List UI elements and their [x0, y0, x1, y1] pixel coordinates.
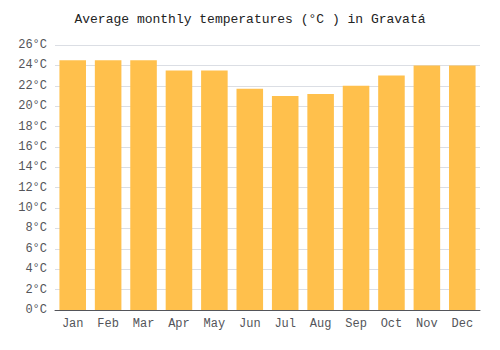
svg-text:Dec: Dec [451, 317, 473, 331]
svg-text:16°C: 16°C [18, 140, 47, 154]
svg-text:Apr: Apr [168, 317, 190, 331]
svg-text:Nov: Nov [416, 317, 438, 331]
svg-text:12°C: 12°C [18, 181, 47, 195]
svg-text:26°C: 26°C [18, 38, 47, 52]
svg-text:10°C: 10°C [18, 201, 47, 215]
svg-text:Mar: Mar [133, 317, 155, 331]
svg-text:Sep: Sep [345, 317, 367, 331]
svg-text:4°C: 4°C [25, 262, 47, 276]
svg-text:Jan: Jan [62, 317, 84, 331]
svg-text:18°C: 18°C [18, 120, 47, 134]
svg-text:Jul: Jul [274, 317, 296, 331]
svg-text:Oct: Oct [381, 317, 403, 331]
svg-text:22°C: 22°C [18, 79, 47, 93]
svg-text:0°C: 0°C [25, 303, 47, 317]
svg-text:Aug: Aug [310, 317, 332, 331]
svg-text:Jun: Jun [239, 317, 261, 331]
svg-text:Feb: Feb [97, 317, 119, 331]
svg-text:May: May [204, 317, 226, 331]
svg-text:14°C: 14°C [18, 160, 47, 174]
svg-text:Average monthly temperatures (: Average monthly temperatures (°C ) in Gr… [74, 12, 425, 27]
svg-text:2°C: 2°C [25, 283, 47, 297]
svg-text:20°C: 20°C [18, 99, 47, 113]
svg-text:24°C: 24°C [18, 58, 47, 72]
svg-text:6°C: 6°C [25, 242, 47, 256]
svg-text:8°C: 8°C [25, 221, 47, 235]
